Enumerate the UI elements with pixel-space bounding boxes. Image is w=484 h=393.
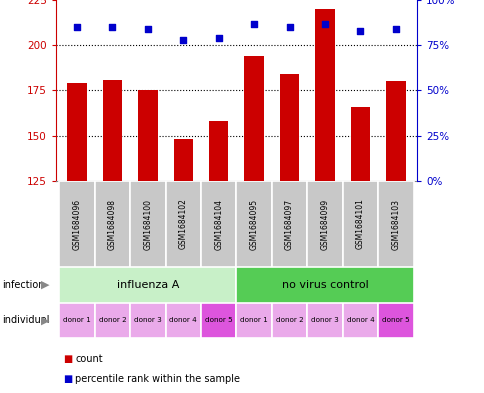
Point [356,28,363,34]
Text: GSM1684099: GSM1684099 [320,198,329,250]
Point [214,35,222,41]
Text: donor 2: donor 2 [275,317,303,323]
Point [179,37,187,43]
Bar [200,303,236,338]
Text: GSM1684103: GSM1684103 [391,198,399,250]
Text: ▶: ▶ [41,280,49,290]
Text: GSM1684095: GSM1684095 [249,198,258,250]
Point [144,26,151,32]
Bar [244,56,263,181]
Bar [342,303,378,338]
Bar [130,181,165,267]
Bar [209,121,228,181]
Text: donor 4: donor 4 [346,317,374,323]
Bar [200,181,236,267]
Text: ■: ■ [63,354,72,364]
Bar [378,303,413,338]
Bar [272,303,307,338]
Text: GSM1684104: GSM1684104 [214,198,223,250]
Text: GSM1684096: GSM1684096 [73,198,81,250]
Point [320,20,328,27]
Bar [236,181,272,267]
Bar [236,303,272,338]
Bar [350,107,369,181]
Bar [307,181,342,267]
Bar [385,81,405,181]
Bar [94,303,130,338]
Text: GSM1684098: GSM1684098 [108,198,117,250]
Bar [173,139,193,181]
Point [73,24,81,30]
Bar [315,9,334,181]
Text: ▶: ▶ [41,315,49,325]
Point [391,26,399,32]
Text: donor 5: donor 5 [204,317,232,323]
Text: GSM1684097: GSM1684097 [285,198,293,250]
Text: donor 2: donor 2 [98,317,126,323]
Text: no virus control: no virus control [281,280,368,290]
Text: donor 1: donor 1 [240,317,268,323]
Text: GSM1684100: GSM1684100 [143,198,152,250]
Text: donor 3: donor 3 [134,317,162,323]
Bar [130,303,165,338]
Text: percentile rank within the sample: percentile rank within the sample [75,374,240,384]
Bar [138,90,157,181]
Text: donor 3: donor 3 [310,317,338,323]
Point [108,24,116,30]
Text: individual: individual [2,315,50,325]
Bar [279,74,299,181]
Text: influenza A: influenza A [117,280,179,290]
Text: donor 5: donor 5 [381,317,409,323]
Text: donor 1: donor 1 [63,317,91,323]
Bar [165,181,200,267]
Bar [165,303,200,338]
Point [285,24,293,30]
Text: ■: ■ [63,374,72,384]
Text: infection: infection [2,280,45,290]
Bar [342,181,378,267]
Bar [67,83,87,181]
Text: GSM1684102: GSM1684102 [179,198,187,250]
Bar [272,181,307,267]
Bar [236,267,413,303]
Bar [59,303,94,338]
Text: GSM1684101: GSM1684101 [355,198,364,250]
Bar [307,303,342,338]
Text: count: count [75,354,103,364]
Point [250,20,257,27]
Bar [94,181,130,267]
Text: donor 4: donor 4 [169,317,197,323]
Bar [103,79,122,181]
Bar [59,267,236,303]
Bar [378,181,413,267]
Bar [59,181,94,267]
